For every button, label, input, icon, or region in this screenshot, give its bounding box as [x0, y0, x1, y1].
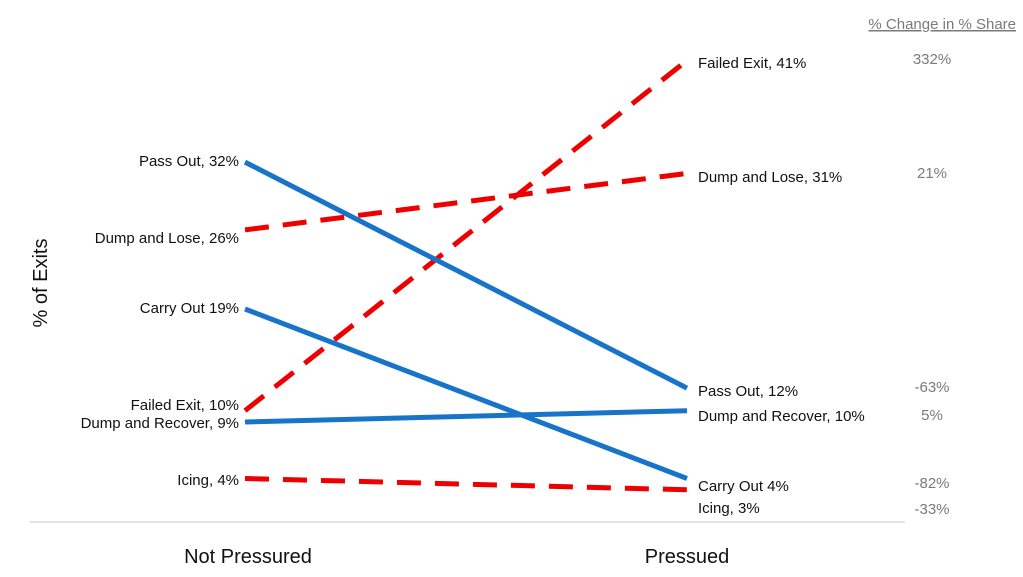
- right-label-carry-out: Carry Out 4%: [698, 478, 789, 495]
- left-label-carry-out: Carry Out 19%: [140, 300, 239, 317]
- right-label-icing: Icing, 3%: [698, 500, 760, 517]
- series-line-carry-out: [244, 306, 688, 481]
- left-label-icing: Icing, 4%: [177, 472, 239, 489]
- x-tick-label-pressured: Pressued: [645, 546, 730, 568]
- left-label-dump-and-recover: Dump and Recover, 9%: [81, 415, 239, 432]
- right-label-dump-and-recover: Dump and Recover, 10%: [698, 408, 865, 425]
- series-line-dump-and-recover: [244, 408, 688, 425]
- left-label-pass-out: Pass Out, 32%: [139, 153, 239, 170]
- change-label-pass-out: -63%: [914, 379, 949, 396]
- left-label-failed-exit: Failed Exit, 10%: [131, 397, 239, 414]
- right-label-dump-and-lose: Dump and Lose, 31%: [698, 169, 842, 186]
- change-label-failed-exit: 332%: [913, 51, 951, 68]
- y-axis-label: % of Exits: [30, 239, 52, 328]
- series-line-failed-exit: [243, 58, 689, 413]
- change-label-icing: -33%: [914, 501, 949, 518]
- left-label-dump-and-lose: Dump and Lose, 26%: [95, 230, 239, 247]
- series-line-dump-and-lose: [244, 170, 688, 233]
- series-line-icing: [244, 476, 688, 493]
- right-label-failed-exit: Failed Exit, 41%: [698, 55, 806, 72]
- change-label-dump-and-lose: 21%: [917, 165, 947, 182]
- change-label-dump-and-recover: 5%: [921, 407, 943, 424]
- x-tick-label-not-pressured: Not Pressured: [184, 546, 312, 568]
- series-lines: [243, 58, 689, 493]
- change-label-carry-out: -82%: [914, 475, 949, 492]
- series-line-pass-out: [243, 159, 689, 391]
- change-header: % Change in % Share: [868, 16, 1016, 33]
- point-labels: Failed Exit, 10% Failed Exit, 41% 332% Dump…: [81, 51, 952, 518]
- right-label-pass-out: Pass Out, 12%: [698, 383, 798, 400]
